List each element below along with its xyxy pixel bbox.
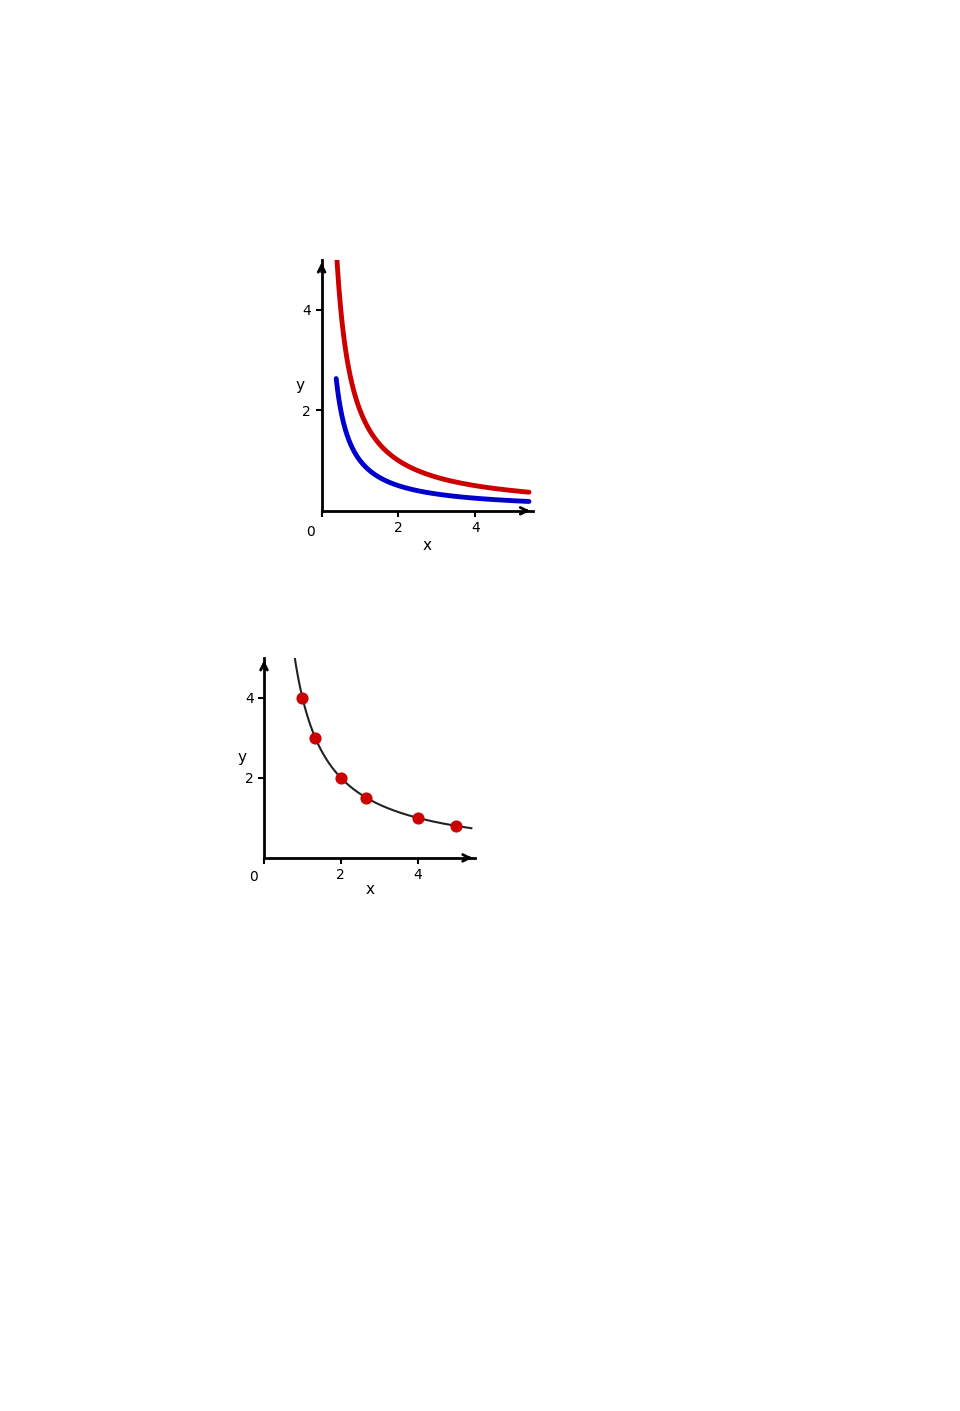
Text: y: y (238, 751, 247, 765)
Point (307, 727, 323, 749)
Text: x: x (365, 882, 374, 897)
Point (448, 814, 464, 837)
Text: x: x (422, 539, 432, 553)
Point (295, 686, 310, 708)
Text: y: y (296, 378, 304, 392)
Text: 0: 0 (249, 871, 257, 883)
Point (333, 766, 348, 789)
Text: 0: 0 (306, 525, 315, 539)
Point (359, 786, 374, 809)
Point (410, 807, 425, 830)
